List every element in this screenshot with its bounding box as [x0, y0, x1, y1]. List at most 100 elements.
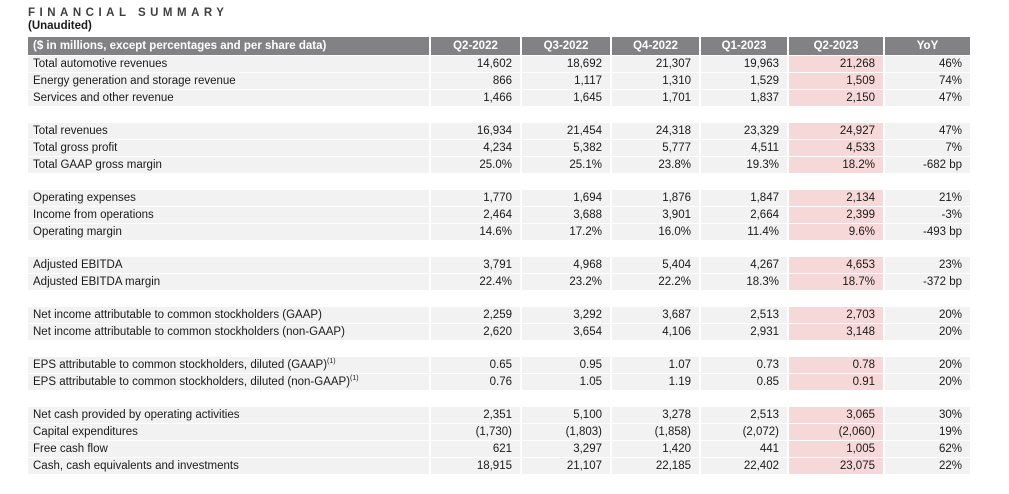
row-value: 14.6% — [429, 223, 521, 241]
table-row: Capital expenditures (1,730) (1,803) (1,858… — [28, 423, 970, 441]
spacer-cell — [28, 340, 970, 357]
row-value-yoy: -493 bp — [883, 223, 970, 241]
row-value: 5,100 — [520, 406, 611, 424]
row-value: 1,770 — [429, 189, 521, 207]
row-value: 18,692 — [520, 55, 611, 73]
row-value: 2,259 — [429, 306, 521, 324]
row-value: 24,318 — [610, 122, 700, 140]
table-body: Total automotive revenues 14,602 18,692 21,… — [28, 55, 970, 474]
row-value: 16,934 — [429, 122, 521, 140]
row-value: 2,351 — [429, 406, 521, 424]
table-header: ($ in millions, except percentages and p… — [28, 37, 970, 56]
row-value: 2,620 — [429, 323, 521, 341]
row-value: 19.3% — [699, 156, 788, 174]
table-row: Total gross profit 4,234 5,382 5,777 4,511 4,… — [28, 139, 970, 157]
row-value: (1,858) — [610, 423, 700, 441]
row-value: 2,134 — [787, 189, 884, 207]
table-row: EPS attributable to common stockholders,… — [28, 373, 970, 391]
row-value: 866 — [429, 72, 521, 90]
row-label: Net income attributable to common stockh… — [28, 323, 430, 341]
row-label: Operating expenses — [28, 189, 430, 207]
row-value: 1,645 — [520, 89, 611, 107]
row-value: 4,106 — [610, 323, 700, 341]
row-value: 3,292 — [520, 306, 611, 324]
column-header-q2-2023: Q2-2023 — [787, 37, 884, 56]
row-value: 23.2% — [520, 273, 611, 291]
row-value-yoy: -682 bp — [883, 156, 970, 174]
row-label: Total automotive revenues — [28, 55, 430, 73]
row-value-yoy: -372 bp — [883, 273, 970, 291]
row-label: Total GAAP gross margin — [28, 156, 430, 174]
spacer-row — [28, 340, 970, 357]
row-label: Adjusted EBITDA — [28, 256, 430, 274]
row-value-yoy: 30% — [883, 406, 970, 424]
row-value: 23,075 — [787, 457, 884, 474]
row-value: 1,005 — [787, 440, 884, 458]
spacer-cell — [28, 390, 970, 407]
row-value-yoy: 19% — [883, 423, 970, 441]
row-value: 5,777 — [610, 139, 700, 157]
spacer-cell — [28, 106, 970, 123]
row-label: Net income attributable to common stockh… — [28, 306, 430, 324]
row-value: 1,847 — [699, 189, 788, 207]
row-value: (1,803) — [520, 423, 611, 441]
row-value: 5,382 — [520, 139, 611, 157]
spacer-row — [28, 390, 970, 407]
row-label: Operating margin — [28, 223, 430, 241]
row-value-yoy: 23% — [883, 256, 970, 274]
column-header-q2-2022: Q2-2022 — [429, 37, 521, 56]
row-label: Adjusted EBITDA margin — [28, 273, 430, 291]
row-value: 1.19 — [610, 373, 700, 391]
row-value: 19,963 — [699, 55, 788, 73]
row-value-yoy: 74% — [883, 72, 970, 90]
table-row: Adjusted EBITDA margin 22.4% 23.2% 22.2% 18.… — [28, 273, 970, 291]
row-label: Income from operations — [28, 206, 430, 224]
row-value: 2,399 — [787, 206, 884, 224]
row-value: 5,404 — [610, 256, 700, 274]
row-value: 1,876 — [610, 189, 700, 207]
row-value: 2,513 — [699, 406, 788, 424]
row-value: 2,703 — [787, 306, 884, 324]
row-value: 3,278 — [610, 406, 700, 424]
title-block: FINANCIAL SUMMARY (Unaudited) — [0, 0, 1009, 32]
row-value: 1,701 — [610, 89, 700, 107]
footnote-marker: (1) — [350, 375, 359, 383]
table-row: Total automotive revenues 14,602 18,692 21,… — [28, 55, 970, 73]
row-value: 1,117 — [520, 72, 611, 90]
row-label: Energy generation and storage revenue — [28, 72, 430, 90]
row-label: Net cash provided by operating activitie… — [28, 406, 430, 424]
table-row: Net income attributable to common stockh… — [28, 323, 970, 341]
row-value: (1,730) — [429, 423, 521, 441]
row-value-yoy: 7% — [883, 139, 970, 157]
row-value-yoy: -3% — [883, 206, 970, 224]
row-value: 2,150 — [787, 89, 884, 107]
column-header-yoy: YoY — [883, 37, 970, 56]
row-value: 2,931 — [699, 323, 788, 341]
row-value: 0.85 — [699, 373, 788, 391]
row-label: Free cash flow — [28, 440, 430, 458]
spacer-row — [28, 106, 970, 123]
row-value-yoy: 47% — [883, 89, 970, 107]
row-value: 3,297 — [520, 440, 611, 458]
table-row: Free cash flow 621 3,297 1,420 441 1,005 62% — [28, 440, 970, 458]
row-value: 1,529 — [699, 72, 788, 90]
row-value: 21,107 — [520, 457, 611, 474]
row-value: 4,267 — [699, 256, 788, 274]
table-row: Income from operations 2,464 3,688 3,901 2,6… — [28, 206, 970, 224]
row-value: 22,402 — [699, 457, 788, 474]
row-value: 1,694 — [520, 189, 611, 207]
row-value: 2,664 — [699, 206, 788, 224]
spacer-cell — [28, 290, 970, 307]
row-value-yoy: 20% — [883, 306, 970, 324]
row-value: 1,420 — [610, 440, 700, 458]
row-value: 25.1% — [520, 156, 611, 174]
row-value: 0.91 — [787, 373, 884, 391]
page-title: FINANCIAL SUMMARY — [28, 7, 229, 19]
row-value: 18,915 — [429, 457, 521, 474]
row-value-yoy: 47% — [883, 122, 970, 140]
row-value: 2,513 — [699, 306, 788, 324]
table-row: Energy generation and storage revenue 866… — [28, 72, 970, 90]
row-value: 17.2% — [520, 223, 611, 241]
row-value: 0.65 — [429, 356, 521, 374]
